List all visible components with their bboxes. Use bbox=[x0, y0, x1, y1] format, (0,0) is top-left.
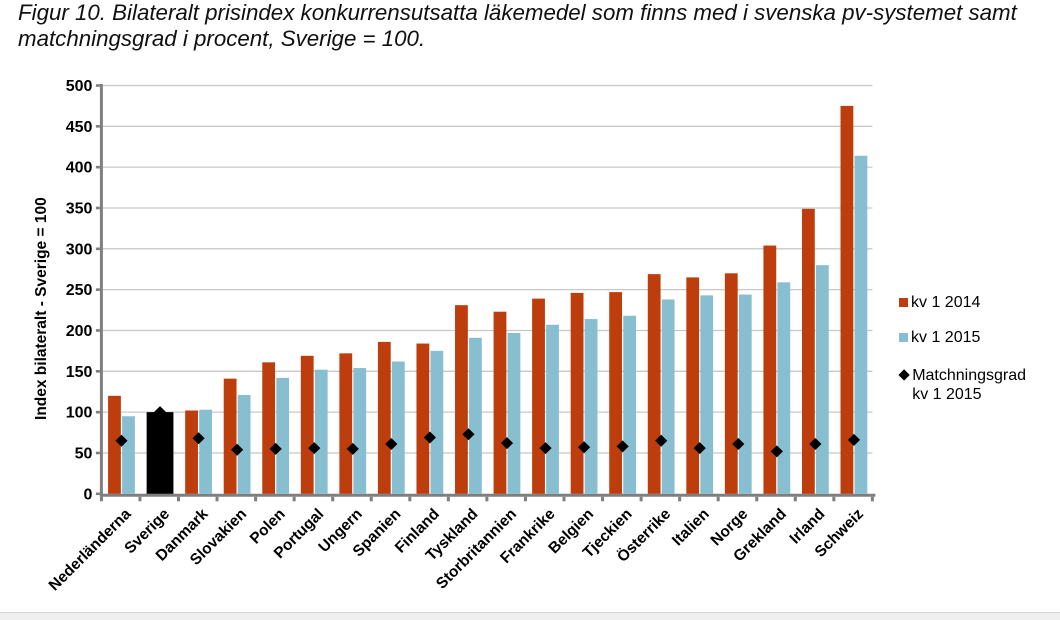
figure-title-line2: matchningsgrad i procent, Sverige = 100. bbox=[18, 26, 426, 52]
legend-label-kv-1-2015: kv 1 2015 bbox=[911, 329, 981, 346]
y-tick-label-450: 450 bbox=[66, 119, 93, 136]
bar-kv-1-2015-tjeckien bbox=[623, 315, 637, 494]
diamond-matchningsgrad--sterrike bbox=[655, 434, 668, 447]
bar-kv-1-2015-irland bbox=[815, 265, 829, 494]
diamond-matchningsgrad-belgien bbox=[577, 441, 591, 454]
bar-kv-1-2015--sterrike bbox=[661, 299, 675, 494]
bar-kv-1-2015-belgien bbox=[584, 319, 598, 494]
bar-kv-1-2014--sterrike bbox=[647, 274, 661, 494]
bar-kv-1-2014-norge bbox=[724, 273, 738, 494]
legend-item-kv-1-2015: kv 1 2015 bbox=[899, 328, 980, 347]
diamond-matchningsgrad-slovakien bbox=[231, 443, 244, 456]
y-tick-label-400: 400 bbox=[66, 160, 93, 177]
bar-kv-1-2015-nederl-nderna bbox=[122, 416, 135, 494]
bar-kv-1-2015-polen bbox=[276, 377, 290, 494]
diamond-matchningsgrad-norge bbox=[732, 437, 745, 450]
bar-kv-1-2015-danmark bbox=[199, 409, 212, 494]
diamond-matchningsgrad-grekland bbox=[770, 445, 783, 458]
legend-marker-kv-1-2015 bbox=[899, 333, 908, 342]
y-tick-label-150: 150 bbox=[66, 364, 93, 381]
legend-item-kv-1-2014: kv 1 2014 bbox=[899, 293, 980, 312]
diamond-matchningsgrad-tyskland bbox=[462, 428, 475, 441]
legend-diamond-icon bbox=[898, 369, 910, 381]
y-axis-title: Index bilateralt - Sverige = 100 bbox=[33, 197, 50, 420]
bar-kv-1-2014-irland bbox=[801, 208, 815, 494]
bar-kv-1-2015-storbritannien bbox=[507, 332, 521, 494]
y-tick-label-0: 0 bbox=[83, 486, 92, 503]
diamond-matchningsgrad-storbritannien bbox=[500, 437, 514, 450]
diamond-matchningsgrad-sverige bbox=[153, 406, 167, 419]
bar-kv-1-2015-frankrike bbox=[546, 324, 559, 494]
diamond-matchningsgrad-nederl-nderna bbox=[115, 434, 128, 447]
bar-kv-1-2014-tyskland bbox=[455, 305, 468, 494]
diamond-matchningsgrad-schweiz bbox=[847, 433, 861, 446]
next-page-edge bbox=[0, 612, 1060, 620]
diamond-matchningsgrad-danmark bbox=[192, 432, 205, 445]
y-tick-label-250: 250 bbox=[66, 282, 93, 299]
bar-kv-1-2015-norge bbox=[738, 294, 752, 494]
y-tick-label-500: 500 bbox=[66, 78, 93, 95]
figure-title: Figur 10. Bilateralt prisindex konkurren… bbox=[18, 0, 1060, 52]
bar-kv-1-2015-portugal bbox=[314, 369, 328, 494]
diamond-matchningsgrad-finland bbox=[423, 431, 436, 444]
diamond-matchningsgrad-frankrike bbox=[539, 442, 552, 455]
y-tick-label-350: 350 bbox=[66, 200, 93, 217]
bar-kv-1-2014-storbritannien bbox=[493, 311, 507, 494]
bar-kv-1-2014-portugal bbox=[300, 355, 314, 494]
bar-kv-1-2014-danmark bbox=[185, 410, 198, 494]
bar-kv-1-2014-grekland bbox=[763, 245, 777, 494]
bar-kv-1-2014-spanien bbox=[377, 341, 391, 494]
legend-label-kv-1-2014: kv 1 2014 bbox=[911, 294, 981, 311]
y-tick-label-200: 200 bbox=[66, 323, 93, 340]
diamond-matchningsgrad-ungern bbox=[346, 442, 359, 455]
diamond-matchningsgrad-tjeckien bbox=[616, 440, 629, 453]
diamond-matchningsgrad-italien bbox=[693, 442, 706, 455]
bar-kv-1-2014-nederl-nderna bbox=[108, 395, 121, 494]
y-tick-label-100: 100 bbox=[66, 405, 93, 422]
bar-kv-1-2015-italien bbox=[700, 295, 714, 494]
bar-kv-1-2014-finland bbox=[416, 343, 430, 494]
bar-kv-1-2015-finland bbox=[430, 350, 444, 494]
bar-kv-1-2015-grekland bbox=[777, 282, 791, 494]
legend-item-matchningsgrad: Matchningsgrad kv 1 2015 bbox=[898, 366, 1034, 404]
bar-kv-1-2014-tjeckien bbox=[609, 292, 623, 494]
bar-kv-1-2014-schweiz bbox=[840, 105, 854, 494]
diamond-matchningsgrad-spanien bbox=[385, 437, 398, 450]
bar-kv-1-2014-ungern bbox=[339, 353, 353, 494]
bar-kv-1-2014-belgien bbox=[570, 292, 584, 494]
bar-kv-1-2014-polen bbox=[262, 362, 276, 494]
bar-kv-1-2014-frankrike bbox=[532, 298, 545, 494]
figure-title-line1: Figur 10. Bilateralt prisindex konkurren… bbox=[18, 0, 1017, 25]
bar-kv-1-2015-slovakien bbox=[237, 394, 251, 494]
bar-highlight-sverige bbox=[146, 412, 174, 494]
bar-kv-1-2014-slovakien bbox=[223, 378, 237, 494]
x-category-label-nederl-nderna: Nederländerna bbox=[46, 505, 135, 594]
legend-label-matchningsgrad: Matchningsgrad kv 1 2015 bbox=[912, 367, 1027, 403]
bar-kv-1-2015-ungern bbox=[353, 368, 367, 494]
bar-kv-1-2015-tyskland bbox=[469, 337, 482, 494]
bar-kv-1-2015-schweiz bbox=[854, 155, 868, 494]
y-tick-label-50: 50 bbox=[75, 445, 93, 462]
x-category-label-italien: Italien bbox=[669, 506, 713, 550]
bar-kv-1-2015-spanien bbox=[391, 361, 405, 494]
legend-marker-kv-1-2014 bbox=[899, 298, 908, 307]
bar-kv-1-2014-italien bbox=[686, 277, 700, 494]
diamond-matchningsgrad-portugal bbox=[308, 442, 321, 455]
diamond-matchningsgrad-irland bbox=[809, 437, 822, 450]
y-tick-label-300: 300 bbox=[66, 241, 93, 258]
diamond-matchningsgrad-polen bbox=[269, 442, 282, 455]
